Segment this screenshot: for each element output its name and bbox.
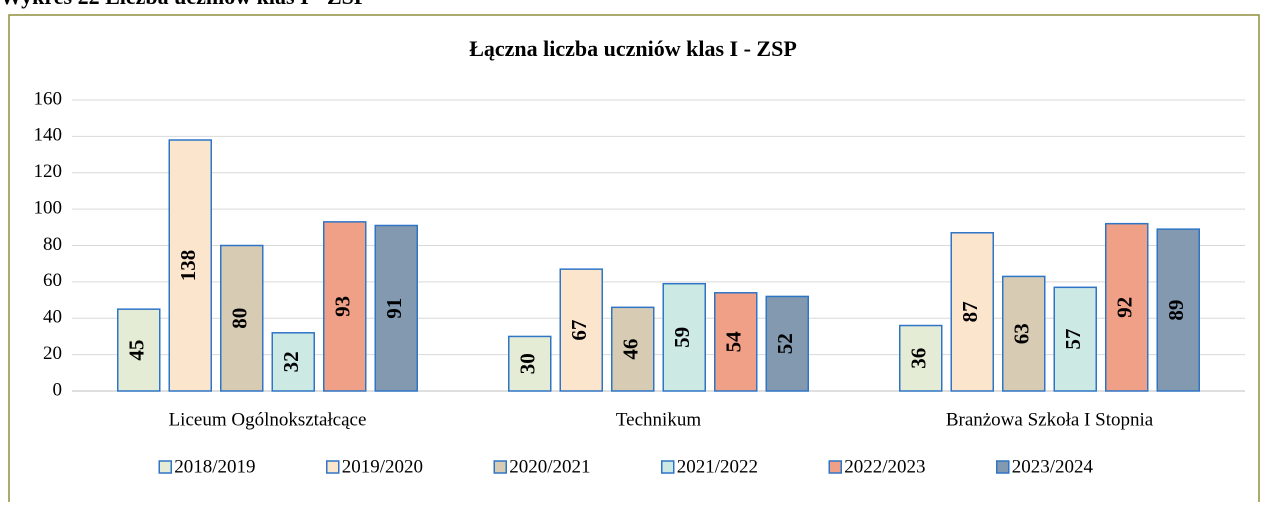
bar xyxy=(1002,275,1046,392)
y-tick-label: 140 xyxy=(34,125,63,146)
data-label: 57 xyxy=(1061,329,1085,350)
bar xyxy=(662,282,706,392)
legend-label: 2020/2021 xyxy=(509,456,590,477)
bar xyxy=(611,306,655,392)
legend-label: 2021/2022 xyxy=(677,456,758,477)
bar xyxy=(323,221,367,392)
legend-label: 2023/2024 xyxy=(1012,456,1094,477)
bar xyxy=(899,324,943,392)
bar xyxy=(508,335,552,392)
bar xyxy=(271,332,315,392)
legend-swatch xyxy=(326,460,340,474)
y-tick-label: 80 xyxy=(43,234,62,255)
bar xyxy=(1156,228,1200,392)
data-label: 87 xyxy=(958,301,982,322)
data-label: 30 xyxy=(516,353,540,374)
y-tick-label: 100 xyxy=(34,197,63,218)
y-tick-label: 20 xyxy=(43,343,62,364)
data-label: 138 xyxy=(176,250,200,282)
bar xyxy=(220,244,264,392)
data-label: 45 xyxy=(125,340,149,361)
legend-label: 2022/2023 xyxy=(844,456,925,477)
data-label: 36 xyxy=(907,348,931,369)
data-label: 32 xyxy=(279,351,303,372)
x-tick-label: Liceum Ogólnokształcące xyxy=(169,409,367,430)
legend-swatch xyxy=(828,460,842,474)
y-tick-label: 0 xyxy=(53,379,63,400)
data-label: 93 xyxy=(331,296,355,317)
legend-swatch xyxy=(493,460,507,474)
chart-title: Łączna liczba uczniów klas I - ZSP xyxy=(469,36,797,61)
x-tick-label: Branżowa Szkoła I Stopnia xyxy=(946,409,1154,430)
legend-swatch xyxy=(996,460,1010,474)
y-tick-label: 60 xyxy=(43,270,62,291)
bar xyxy=(1105,222,1149,392)
data-label: 92 xyxy=(1113,297,1137,318)
bar xyxy=(168,139,212,392)
data-label: 67 xyxy=(567,320,591,341)
bar xyxy=(1053,286,1097,392)
legend-swatch xyxy=(661,460,675,474)
data-label: 59 xyxy=(670,327,694,348)
data-label: 52 xyxy=(773,333,797,354)
bar xyxy=(559,268,603,392)
data-label: 91 xyxy=(382,298,406,319)
legend-label: 2019/2020 xyxy=(342,456,423,477)
bar xyxy=(714,292,758,392)
data-label: 63 xyxy=(1010,323,1034,344)
chart-frame xyxy=(8,14,1260,507)
heading: Wykres 22 Liczba uczniów klas I - ZSP xyxy=(0,0,367,9)
data-label: 54 xyxy=(722,331,746,353)
y-tick-label: 160 xyxy=(34,88,63,109)
bar xyxy=(765,295,809,392)
legend-swatch xyxy=(158,460,172,474)
legend-label: 2018/2019 xyxy=(174,456,255,477)
data-label: 89 xyxy=(1164,300,1188,321)
bar xyxy=(117,308,161,392)
y-tick-label: 40 xyxy=(43,307,62,328)
data-label: 46 xyxy=(619,339,643,360)
y-tick-label: 120 xyxy=(34,161,63,182)
bar xyxy=(950,232,994,392)
data-label: 80 xyxy=(228,308,252,329)
x-tick-label: Technikum xyxy=(616,409,701,430)
bar xyxy=(374,224,418,392)
